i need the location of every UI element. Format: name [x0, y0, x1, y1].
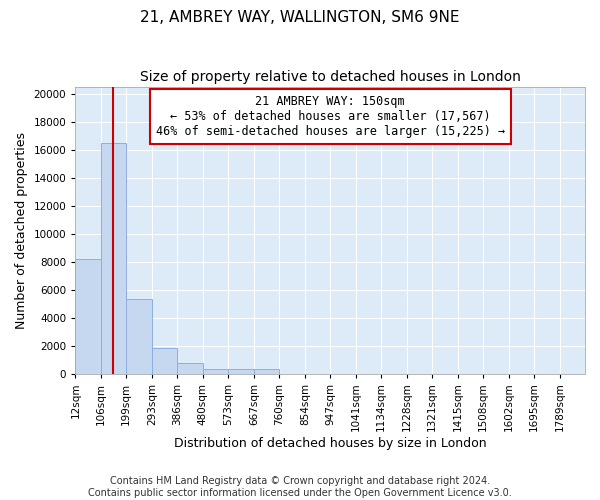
- X-axis label: Distribution of detached houses by size in London: Distribution of detached houses by size …: [174, 437, 487, 450]
- Bar: [177, 363, 203, 374]
- Title: Size of property relative to detached houses in London: Size of property relative to detached ho…: [140, 70, 521, 84]
- Bar: [203, 370, 228, 374]
- Y-axis label: Number of detached properties: Number of detached properties: [15, 132, 28, 328]
- Bar: [76, 259, 101, 374]
- Bar: [101, 142, 127, 374]
- Bar: [127, 300, 152, 374]
- Bar: [254, 370, 279, 374]
- Bar: [228, 370, 254, 374]
- Text: 21, AMBREY WAY, WALLINGTON, SM6 9NE: 21, AMBREY WAY, WALLINGTON, SM6 9NE: [140, 10, 460, 25]
- Text: 21 AMBREY WAY: 150sqm
← 53% of detached houses are smaller (17,567)
46% of semi-: 21 AMBREY WAY: 150sqm ← 53% of detached …: [155, 95, 505, 138]
- Bar: [152, 348, 177, 374]
- Text: Contains HM Land Registry data © Crown copyright and database right 2024.
Contai: Contains HM Land Registry data © Crown c…: [88, 476, 512, 498]
